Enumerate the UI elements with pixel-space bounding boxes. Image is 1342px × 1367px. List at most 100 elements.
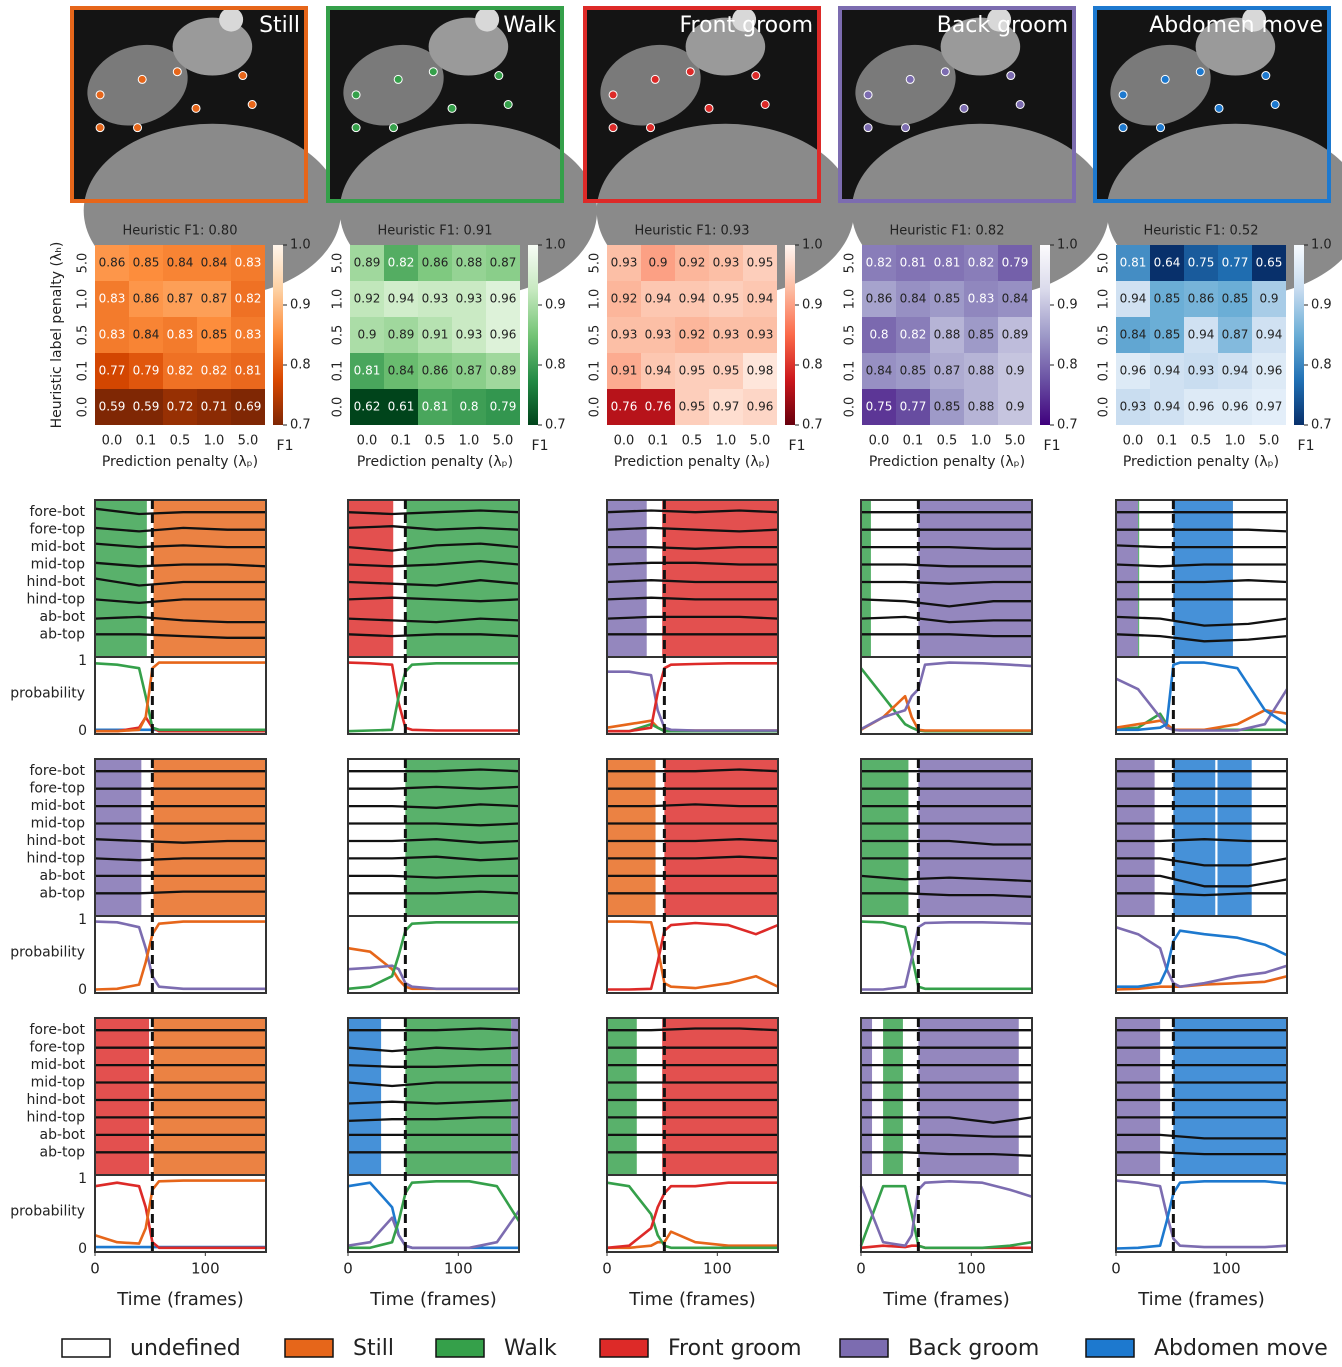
keypoint bbox=[428, 67, 438, 77]
keypoint-trace bbox=[606, 509, 779, 514]
timeline-panel bbox=[1115, 758, 1288, 994]
heatmap-cell bbox=[231, 245, 265, 281]
heatmap-cell bbox=[452, 353, 486, 389]
y-tick-label: 0.0 bbox=[843, 397, 858, 418]
y-tick-label: 1 bbox=[78, 653, 87, 669]
photo-title: Abdomen move bbox=[1149, 13, 1323, 38]
heatmap-cell bbox=[1150, 245, 1184, 281]
legend-swatch bbox=[1085, 1338, 1135, 1358]
heatmap-cell bbox=[231, 389, 265, 425]
cell-label: 0.89 bbox=[490, 364, 517, 378]
heatmap-title: Heuristic F1: 0.80 bbox=[123, 224, 238, 239]
heatmap-cell bbox=[1218, 245, 1252, 281]
cell-label: 0.97 bbox=[713, 400, 740, 414]
keypoint-trace bbox=[348, 822, 520, 827]
heatmap-cell bbox=[743, 389, 777, 425]
y-tick-label: 0.1 bbox=[588, 361, 603, 382]
keypoint-trace bbox=[94, 561, 267, 568]
fly-eye bbox=[1242, 7, 1267, 32]
heatmap-cell bbox=[197, 353, 231, 389]
keypoint-trace bbox=[607, 838, 779, 843]
heatmap-cell bbox=[1218, 317, 1252, 353]
heatmap-cell bbox=[998, 317, 1032, 353]
x-tick-label: 100 bbox=[1212, 1260, 1241, 1278]
photo-border bbox=[70, 6, 308, 203]
y-tick-label: ab-top bbox=[40, 626, 86, 642]
y-axis-label: Heuristic label penalty (λₕ) bbox=[49, 242, 65, 429]
cell-label: 0.93 bbox=[611, 328, 638, 342]
colorbar-tick-label: 0.8 bbox=[545, 358, 566, 373]
y-tick-label: 5.0 bbox=[588, 253, 603, 274]
heatmap-cell bbox=[1150, 317, 1184, 353]
keypoint bbox=[137, 74, 147, 84]
cell-label: 0.96 bbox=[490, 328, 517, 342]
heatmap-cell bbox=[163, 245, 197, 281]
keypoint-trace bbox=[607, 803, 778, 808]
heatmap-cell bbox=[129, 245, 163, 281]
heatmap-cell bbox=[896, 389, 930, 425]
heatmap-cell bbox=[998, 389, 1032, 425]
colorbar bbox=[1040, 245, 1050, 425]
fly-eye bbox=[219, 7, 244, 32]
keypoint bbox=[760, 100, 770, 109]
y-tick-label: fore-top bbox=[29, 781, 85, 797]
cell-label: 0.79 bbox=[133, 364, 160, 378]
x-tick-label: 0.5 bbox=[170, 434, 191, 449]
y-tick-label: hind-top bbox=[26, 850, 85, 866]
keypoint-trace bbox=[347, 542, 520, 552]
probability-line bbox=[859, 1184, 1033, 1250]
probability-line bbox=[1116, 929, 1288, 988]
cell-label: 0.87 bbox=[934, 364, 961, 378]
y-tick-label: ab-bot bbox=[40, 1127, 86, 1143]
y-tick-label: 0.0 bbox=[1097, 397, 1112, 418]
heatmap-cell bbox=[607, 281, 641, 317]
keypoint bbox=[905, 74, 915, 84]
probability-frame bbox=[860, 915, 1033, 994]
heatmap-cell bbox=[607, 317, 641, 353]
y-axis-label: probability bbox=[10, 945, 85, 961]
behavior-segment bbox=[861, 1018, 873, 1175]
keypoint-trace bbox=[347, 1098, 520, 1105]
probability-line bbox=[607, 670, 778, 732]
colorbar-tick-label: 0.8 bbox=[1057, 358, 1078, 373]
keypoint-trace bbox=[347, 579, 520, 587]
heatmap-cell bbox=[1150, 353, 1184, 389]
fly-thorax bbox=[1195, 17, 1276, 76]
keypoint-trace bbox=[1116, 1133, 1287, 1140]
cell-label: 0.94 bbox=[1188, 328, 1215, 342]
x-tick-label: 1.0 bbox=[204, 434, 225, 449]
heatmap-cell bbox=[95, 353, 129, 389]
heatmap-cell bbox=[1218, 353, 1252, 389]
keypoint-trace bbox=[1116, 857, 1288, 867]
behavior-segment bbox=[918, 500, 1032, 657]
keypoint bbox=[685, 67, 695, 77]
probability-line bbox=[1115, 1179, 1288, 1249]
heatmap-cell bbox=[197, 281, 231, 317]
heatmap-cell bbox=[998, 353, 1032, 389]
y-tick-label: mid-bot bbox=[31, 1057, 86, 1073]
heatmap-cell bbox=[743, 317, 777, 353]
cell-label: 0.85 bbox=[900, 364, 927, 378]
x-tick-label: 5.0 bbox=[1005, 434, 1026, 449]
cell-label: 0.94 bbox=[645, 292, 672, 306]
probability-line bbox=[860, 920, 1032, 991]
y-axis-label: probability bbox=[10, 686, 85, 702]
probability-line bbox=[94, 920, 266, 991]
y-tick-label: 0.1 bbox=[76, 361, 91, 382]
heatmap-cell bbox=[95, 281, 129, 317]
heatmap-cell bbox=[163, 281, 197, 317]
cell-label: 0.92 bbox=[354, 292, 381, 306]
keypoint-trace bbox=[861, 545, 1032, 550]
x-tick-label: 0.5 bbox=[937, 434, 958, 449]
cell-label: 0.69 bbox=[235, 400, 262, 414]
probability-line bbox=[1116, 661, 1288, 732]
probability-line bbox=[860, 694, 1032, 732]
x-axis-label: Time (frames) bbox=[369, 1289, 497, 1310]
cell-label: 0.85 bbox=[201, 328, 228, 342]
y-tick-label: 0.1 bbox=[1097, 361, 1112, 382]
heatmap-cell bbox=[1252, 353, 1286, 389]
colorbar-tick-label: 0.9 bbox=[1057, 298, 1078, 313]
keypoint bbox=[646, 123, 656, 133]
behavior-segment bbox=[861, 500, 871, 657]
